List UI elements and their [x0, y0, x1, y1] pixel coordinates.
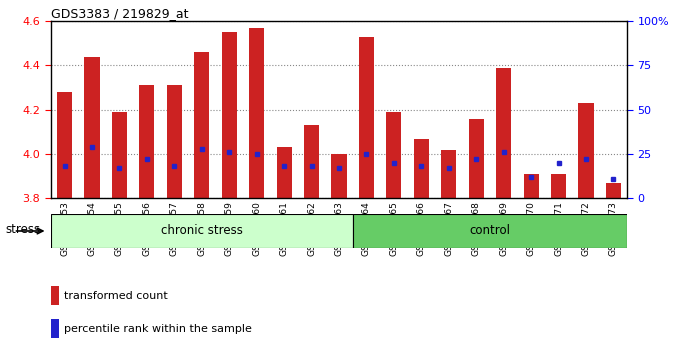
Bar — [51, 214, 353, 248]
Bar — [304, 125, 319, 198]
Text: chronic stress: chronic stress — [161, 224, 243, 238]
Text: stress: stress — [5, 223, 41, 236]
Bar — [167, 85, 182, 198]
Bar — [578, 103, 593, 198]
Bar — [112, 112, 127, 198]
Bar — [51, 319, 59, 338]
Bar — [222, 32, 237, 198]
Text: control: control — [469, 224, 511, 238]
Text: transformed count: transformed count — [64, 291, 167, 301]
Bar — [359, 37, 374, 198]
Bar — [57, 92, 72, 198]
Bar — [441, 150, 456, 198]
Bar — [523, 174, 538, 198]
Bar — [249, 28, 264, 198]
Bar — [468, 119, 484, 198]
Bar — [51, 286, 59, 305]
Bar — [332, 154, 346, 198]
Bar — [414, 138, 429, 198]
Bar — [85, 57, 100, 198]
Bar — [353, 214, 627, 248]
Bar — [140, 85, 155, 198]
Text: GDS3383 / 219829_at: GDS3383 / 219829_at — [51, 7, 188, 20]
Bar — [551, 174, 566, 198]
Bar — [386, 112, 401, 198]
Bar — [606, 183, 621, 198]
Bar — [194, 52, 210, 198]
Bar — [496, 68, 511, 198]
Text: percentile rank within the sample: percentile rank within the sample — [64, 324, 252, 334]
Bar — [277, 147, 292, 198]
